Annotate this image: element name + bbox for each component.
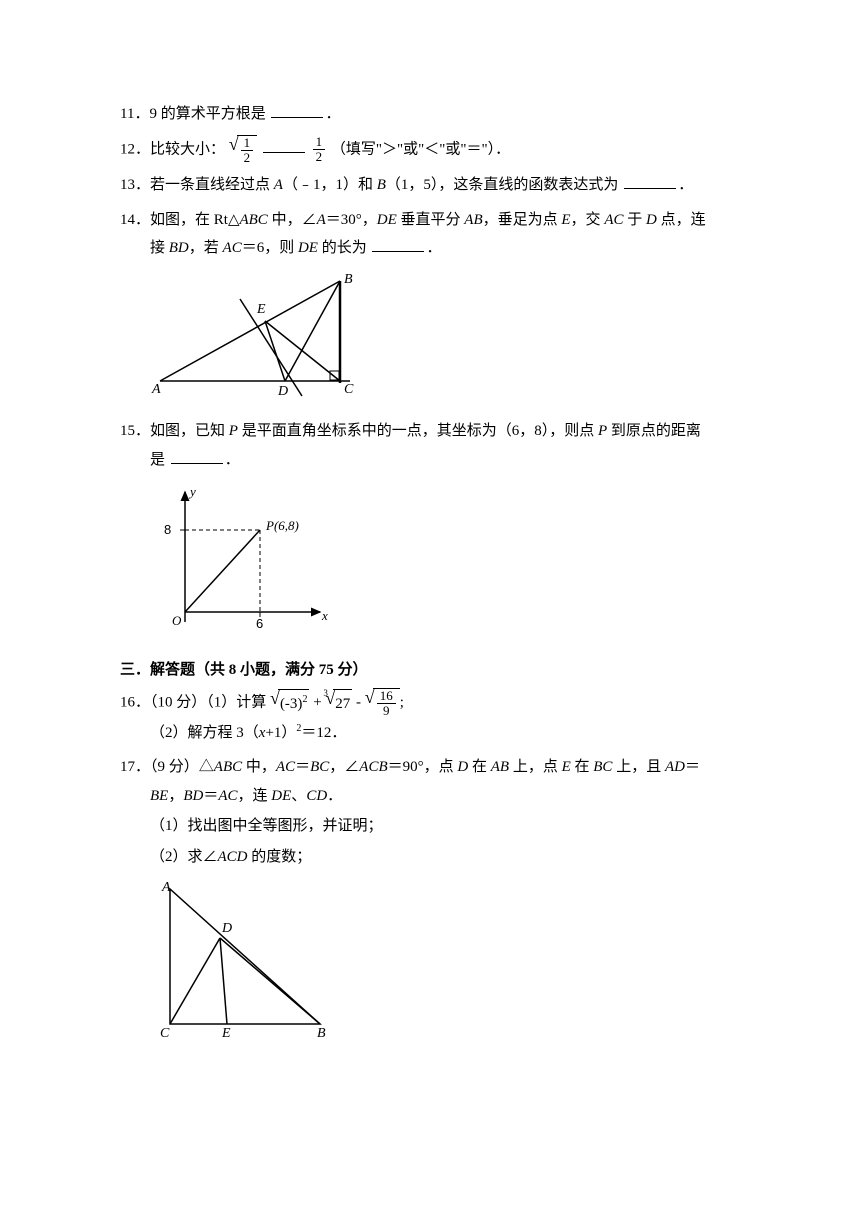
svg-text:6: 6 bbox=[256, 616, 263, 631]
question-16: 16．（10 分）（1）计算 √(-3)2 + √27 - √169; （2）解… bbox=[120, 688, 740, 747]
q13-text: 若一条直线经过点 bbox=[150, 177, 274, 193]
svg-text:B: B bbox=[317, 1026, 326, 1039]
question-14: 14．如图，在 Rt△ABC 中，∠A＝30°，DE 垂直平分 AB，垂足为点 … bbox=[120, 206, 740, 263]
q12-blank bbox=[263, 138, 305, 153]
q13-blank bbox=[624, 174, 676, 189]
sqrt2-icon: √169 bbox=[365, 688, 400, 719]
q15-blank bbox=[171, 449, 223, 464]
svg-text:D: D bbox=[277, 384, 288, 399]
svg-text:D: D bbox=[221, 921, 232, 936]
svg-text:A: A bbox=[161, 880, 171, 895]
q11-blank bbox=[271, 103, 323, 118]
figure-q14-triangle: A B C D E bbox=[150, 271, 740, 410]
svg-text:C: C bbox=[344, 382, 354, 397]
q11-num: 11． bbox=[120, 106, 149, 122]
svg-text:P(6,8): P(6,8) bbox=[265, 518, 299, 533]
q11-text: 9 的算术平方根是 bbox=[149, 106, 265, 122]
sqrt-half-icon: √ 12 bbox=[229, 135, 257, 166]
cuberoot-icon: √27 bbox=[325, 689, 352, 719]
section-3-title: 三．解答题（共 8 小题，满分 75 分） bbox=[120, 656, 740, 685]
question-11: 11．9 的算术平方根是 ． bbox=[120, 100, 740, 129]
frac-half-icon: 12 bbox=[313, 135, 326, 165]
svg-text:C: C bbox=[160, 1026, 170, 1039]
svg-text:y: y bbox=[188, 484, 196, 499]
svg-text:A: A bbox=[151, 382, 161, 397]
question-17: 17．（9 分）△ABC 中，AC＝BC，∠ACB＝90°，点 D 在 AB 上… bbox=[120, 753, 740, 871]
svg-text:8: 8 bbox=[164, 522, 171, 537]
svg-text:O: O bbox=[172, 613, 182, 628]
q13-num: 13． bbox=[120, 177, 150, 193]
svg-text:E: E bbox=[256, 302, 266, 317]
figure-q17-triangle: A B C D E bbox=[150, 879, 740, 1050]
q12-prefix: 比较大小： bbox=[150, 141, 225, 157]
q14-blank bbox=[372, 237, 424, 252]
question-12: 12．比较大小： √ 12 12 （填写"＞"或"＜"或"＝"）． bbox=[120, 135, 740, 166]
svg-text:x: x bbox=[321, 608, 328, 623]
question-15: 15．如图，已知 P 是平面直角坐标系中的一点，其坐标为（6，8），则点 P 到… bbox=[120, 417, 740, 474]
figure-q15-coordinate: x y O P(6,8) 8 6 bbox=[150, 482, 740, 648]
q12-num: 12． bbox=[120, 141, 150, 157]
sqrt1-icon: √(-3)2 bbox=[270, 689, 309, 719]
question-13: 13．若一条直线经过点 A（﹣1，1）和 B（1，5），这条直线的函数表达式为 … bbox=[120, 171, 740, 200]
svg-text:E: E bbox=[221, 1026, 231, 1039]
svg-text:B: B bbox=[344, 272, 353, 287]
q12-suffix: （填写"＞"或"＜"或"＝"）． bbox=[331, 141, 510, 157]
q17-sub1: （1）找出图中全等图形，并证明； bbox=[120, 812, 740, 841]
q11-period: ． bbox=[325, 106, 340, 122]
